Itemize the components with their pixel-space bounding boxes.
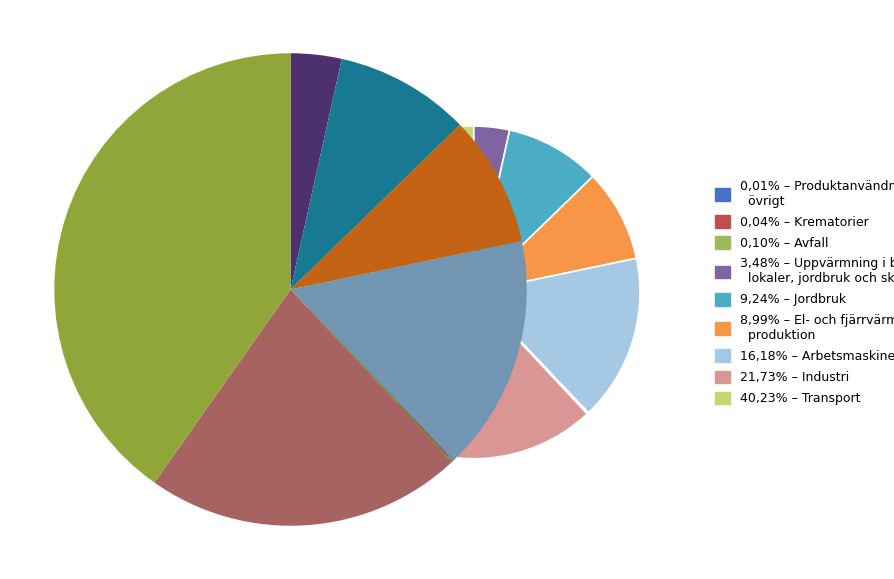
Wedge shape <box>474 126 510 292</box>
Wedge shape <box>291 53 342 290</box>
Legend: 0,01% – Produktanvändning och
  övrigt, 0,04% – Krematorier, 0,10% – Avfall, 3,4: 0,01% – Produktanvändning och övrigt, 0,… <box>709 173 894 412</box>
Wedge shape <box>474 292 588 414</box>
Wedge shape <box>474 177 637 292</box>
Wedge shape <box>291 290 453 461</box>
Wedge shape <box>155 290 451 526</box>
Wedge shape <box>474 292 588 413</box>
Wedge shape <box>308 126 474 428</box>
Wedge shape <box>291 290 453 461</box>
Wedge shape <box>291 290 453 462</box>
Wedge shape <box>474 258 640 413</box>
Wedge shape <box>291 59 460 290</box>
Wedge shape <box>291 125 522 290</box>
Wedge shape <box>291 241 527 460</box>
Wedge shape <box>378 292 587 459</box>
Wedge shape <box>55 53 291 483</box>
Wedge shape <box>474 292 588 413</box>
Wedge shape <box>474 130 593 292</box>
